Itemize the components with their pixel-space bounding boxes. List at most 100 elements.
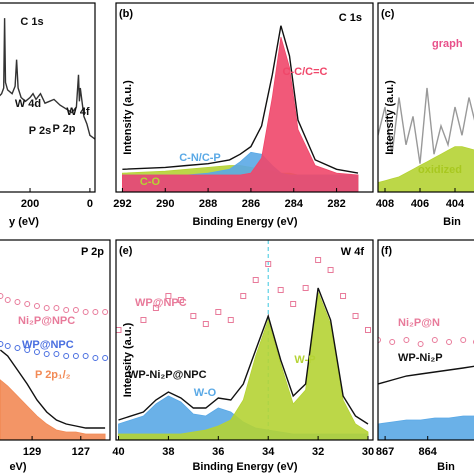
x-tick-label: 288 [199,198,217,210]
panel-frame [377,239,474,441]
x-tick-label: 406 [411,198,429,210]
data-marker [431,337,438,343]
data-marker [352,313,359,319]
plot-area [0,18,95,140]
data-marker [446,339,453,345]
data-marker [240,293,247,299]
x-axis-title: Bin [437,461,455,473]
data-marker [389,339,396,345]
x-tick-label: 286 [242,198,260,210]
data-marker [152,305,159,311]
data-line [378,365,474,385]
plot-area [378,87,474,192]
data-marker [33,303,40,309]
x-tick-label: 408 [376,198,394,210]
panel-label: (e) [119,245,133,257]
data-marker [315,257,322,263]
x-tick-label: 34 [262,446,275,458]
peak-annotation: P 2s [29,125,51,137]
panel-frame [115,2,374,193]
series-label: Ni₂P@NPC [18,315,75,327]
data-line [122,25,359,174]
y-axis-title: Intensity (a.u.) [122,80,134,155]
peak-annotation: C 1s [20,16,43,28]
data-marker [72,307,79,313]
data-marker [102,309,109,315]
data-marker [202,321,209,327]
data-marker [53,351,60,357]
data-marker [252,277,259,283]
peak-area [118,291,369,440]
plot-area [378,337,474,440]
panel-label: (f) [381,245,392,257]
x-tick-label: 290 [156,198,174,210]
data-marker [227,317,234,323]
data-marker [53,305,60,311]
peak-area [0,379,106,440]
data-marker [378,337,381,343]
data-marker [0,341,4,347]
data-marker [417,341,424,347]
panel-label: (b) [119,8,133,20]
data-marker [24,347,31,353]
data-marker [24,301,31,307]
data-marker [140,317,147,323]
data-marker [4,343,11,349]
x-tick-label: 864 [419,446,438,458]
peak-area [122,36,359,192]
data-marker [14,299,21,305]
series-label: WP@NPC [22,339,74,351]
plot-area [116,240,372,440]
panel-title: P 2p [81,246,104,258]
peak-annotation: W 4f [66,106,90,118]
x-tick-label: 38 [162,446,174,458]
panel-frame [0,2,96,193]
series-label: W-P [294,354,315,366]
data-marker [0,293,4,299]
data-line [0,18,95,140]
peak-annotation: graph [432,38,463,50]
data-line [118,287,369,425]
peak-annotation: P 2p [52,123,75,135]
data-marker [340,293,347,299]
data-marker [82,309,89,315]
x-tick-label: 32 [312,446,324,458]
x-axis-title: Bin [443,216,461,228]
x-tick-label: 36 [212,446,224,458]
data-marker [190,313,197,319]
plot-area [122,25,359,192]
peak-annotation: W 4d [15,98,41,110]
data-marker [72,353,79,359]
data-marker [177,297,184,303]
series-label: W-O [194,387,217,399]
y-axis-title: Intensity (a.u.) [122,322,134,397]
panel-title: C 1s [339,12,362,24]
series-label: WP-Ni₂P [398,352,443,364]
data-marker [165,293,172,299]
x-tick-label: 282 [327,198,345,210]
data-marker [265,261,272,267]
x-axis-title: Binding Energy (eV) [192,216,297,228]
panel-frame [115,239,374,441]
panel-title: W 4f [341,246,365,258]
x-tick-label: 292 [113,198,131,210]
peak-area [378,146,474,192]
series-label: C-N/C-P [179,152,221,164]
x-axis-title: y (eV) [9,216,39,228]
data-marker [43,305,50,311]
peak-annotation: oxidized [418,164,462,176]
data-marker [92,355,99,361]
data-marker [33,349,40,355]
data-marker [403,337,410,343]
data-marker [460,337,467,343]
data-marker [327,267,334,273]
x-tick-label: 127 [72,446,90,458]
data-marker [92,309,99,315]
x-tick-label: 284 [285,198,304,210]
panel-label: (c) [381,8,395,20]
x-tick-label: 40 [112,446,124,458]
plot-area [0,293,109,440]
x-tick-label: 867 [376,446,394,458]
series-label: C-O [140,176,161,188]
